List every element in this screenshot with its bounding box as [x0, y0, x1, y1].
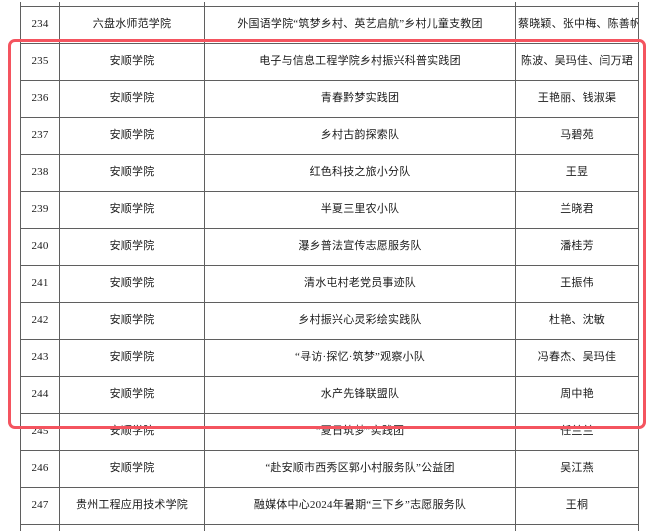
cell-school: 安顺学院: [60, 155, 205, 192]
cell-people: 蔡晓颖、张中梅、陈善帆: [516, 7, 639, 44]
cell-school: [60, 525, 205, 531]
table-row[interactable]: 235 安顺学院 电子与信息工程学院乡村振兴科普实践团 陈波、吴玛佳、闫万珺: [21, 44, 639, 81]
table-row[interactable]: 237 安顺学院 乡村古韵探索队 马碧苑: [21, 118, 639, 155]
cell-people: 王艳丽、钱淑渠: [516, 81, 639, 118]
cell-people: 陈波、吴玛佳、闫万珺: [516, 44, 639, 81]
cell-index: 240: [21, 229, 60, 266]
cell-index: 238: [21, 155, 60, 192]
cell-index: 239: [21, 192, 60, 229]
cell-school: 安顺学院: [60, 340, 205, 377]
cell-people: 王桐: [516, 488, 639, 525]
cell-school: 安顺学院: [60, 266, 205, 303]
cell-team: 半夏三里农小队: [205, 192, 516, 229]
table-row[interactable]: 244 安顺学院 水产先锋联盟队 周中艳: [21, 377, 639, 414]
table-row[interactable]: 247 贵州工程应用技术学院 融媒体中心2024年暑期“三下乡”志愿服务队 王桐: [21, 488, 639, 525]
table-row[interactable]: 236 安顺学院 青春黔梦实践团 王艳丽、钱淑渠: [21, 81, 639, 118]
cell-school: 安顺学院: [60, 414, 205, 451]
cell-team: “赴安顺市西秀区郭小村服务队”公益团: [205, 451, 516, 488]
document-page: 234 六盘水师范学院 外国语学院“筑梦乡村、英艺启航”乡村儿童支教团 蔡晓颖、…: [0, 0, 654, 466]
cell-people: 任兰兰: [516, 414, 639, 451]
table-row[interactable]: 243 安顺学院 “寻访·探忆·筑梦”观察小队 冯春杰、吴玛佳: [21, 340, 639, 377]
table-row-clipped-bottom: [21, 525, 639, 531]
cell-team: “夏日筑梦”实践团: [205, 414, 516, 451]
cell-people: 周中艳: [516, 377, 639, 414]
table-body: 234 六盘水师范学院 外国语学院“筑梦乡村、英艺启航”乡村儿童支教团 蔡晓颖、…: [21, 2, 639, 531]
cell-index: 244: [21, 377, 60, 414]
cell-team: 水产先锋联盟队: [205, 377, 516, 414]
cell-index: 234: [21, 7, 60, 44]
cell-index: 236: [21, 81, 60, 118]
cell-people: 王振伟: [516, 266, 639, 303]
cell-team: 青春黔梦实践团: [205, 81, 516, 118]
cell-school: 安顺学院: [60, 81, 205, 118]
cell-people: [516, 525, 639, 531]
table-row[interactable]: 238 安顺学院 红色科技之旅小分队 王昱: [21, 155, 639, 192]
cell-school: 安顺学院: [60, 44, 205, 81]
table-row[interactable]: 245 安顺学院 “夏日筑梦”实践团 任兰兰: [21, 414, 639, 451]
cell-team: 乡村振兴心灵彩绘实践队: [205, 303, 516, 340]
cell-school: 安顺学院: [60, 118, 205, 155]
cell-school: 贵州工程应用技术学院: [60, 488, 205, 525]
cell-people: 吴江燕: [516, 451, 639, 488]
cell-people: 王昱: [516, 155, 639, 192]
cell-index: 241: [21, 266, 60, 303]
cell-team: 瀑乡普法宣传志愿服务队: [205, 229, 516, 266]
table-row[interactable]: 240 安顺学院 瀑乡普法宣传志愿服务队 潘桂芳: [21, 229, 639, 266]
cell-school: 安顺学院: [60, 192, 205, 229]
cell-index: 237: [21, 118, 60, 155]
cell-people: 兰晓君: [516, 192, 639, 229]
cell-school: 六盘水师范学院: [60, 7, 205, 44]
table-row[interactable]: 241 安顺学院 清水屯村老党员事迹队 王振伟: [21, 266, 639, 303]
cell-team: 乡村古韵探索队: [205, 118, 516, 155]
cell-index: 242: [21, 303, 60, 340]
cell-school: 安顺学院: [60, 377, 205, 414]
cell-people: 马碧苑: [516, 118, 639, 155]
cell-team: 清水屯村老党员事迹队: [205, 266, 516, 303]
cell-people: 冯春杰、吴玛佳: [516, 340, 639, 377]
cell-school: 安顺学院: [60, 451, 205, 488]
table-row[interactable]: 246 安顺学院 “赴安顺市西秀区郭小村服务队”公益团 吴江燕: [21, 451, 639, 488]
cell-team: 红色科技之旅小分队: [205, 155, 516, 192]
table-row[interactable]: 242 安顺学院 乡村振兴心灵彩绘实践队 杜艳、沈敏: [21, 303, 639, 340]
cell-team: 电子与信息工程学院乡村振兴科普实践团: [205, 44, 516, 81]
cell-index: 243: [21, 340, 60, 377]
team-list-table: 234 六盘水师范学院 外国语学院“筑梦乡村、英艺启航”乡村儿童支教团 蔡晓颖、…: [20, 2, 639, 531]
cell-team: “寻访·探忆·筑梦”观察小队: [205, 340, 516, 377]
cell-team: 外国语学院“筑梦乡村、英艺启航”乡村儿童支教团: [205, 7, 516, 44]
cell-team: [205, 525, 516, 531]
table-row[interactable]: 239 安顺学院 半夏三里农小队 兰晓君: [21, 192, 639, 229]
cell-index: 235: [21, 44, 60, 81]
cell-index: [21, 525, 60, 531]
cell-index: 247: [21, 488, 60, 525]
table-row[interactable]: 234 六盘水师范学院 外国语学院“筑梦乡村、英艺启航”乡村儿童支教团 蔡晓颖、…: [21, 7, 639, 44]
cell-team: 融媒体中心2024年暑期“三下乡”志愿服务队: [205, 488, 516, 525]
cell-index: 246: [21, 451, 60, 488]
cell-school: 安顺学院: [60, 303, 205, 340]
cell-people: 杜艳、沈敏: [516, 303, 639, 340]
cell-people: 潘桂芳: [516, 229, 639, 266]
cell-index: 245: [21, 414, 60, 451]
cell-school: 安顺学院: [60, 229, 205, 266]
